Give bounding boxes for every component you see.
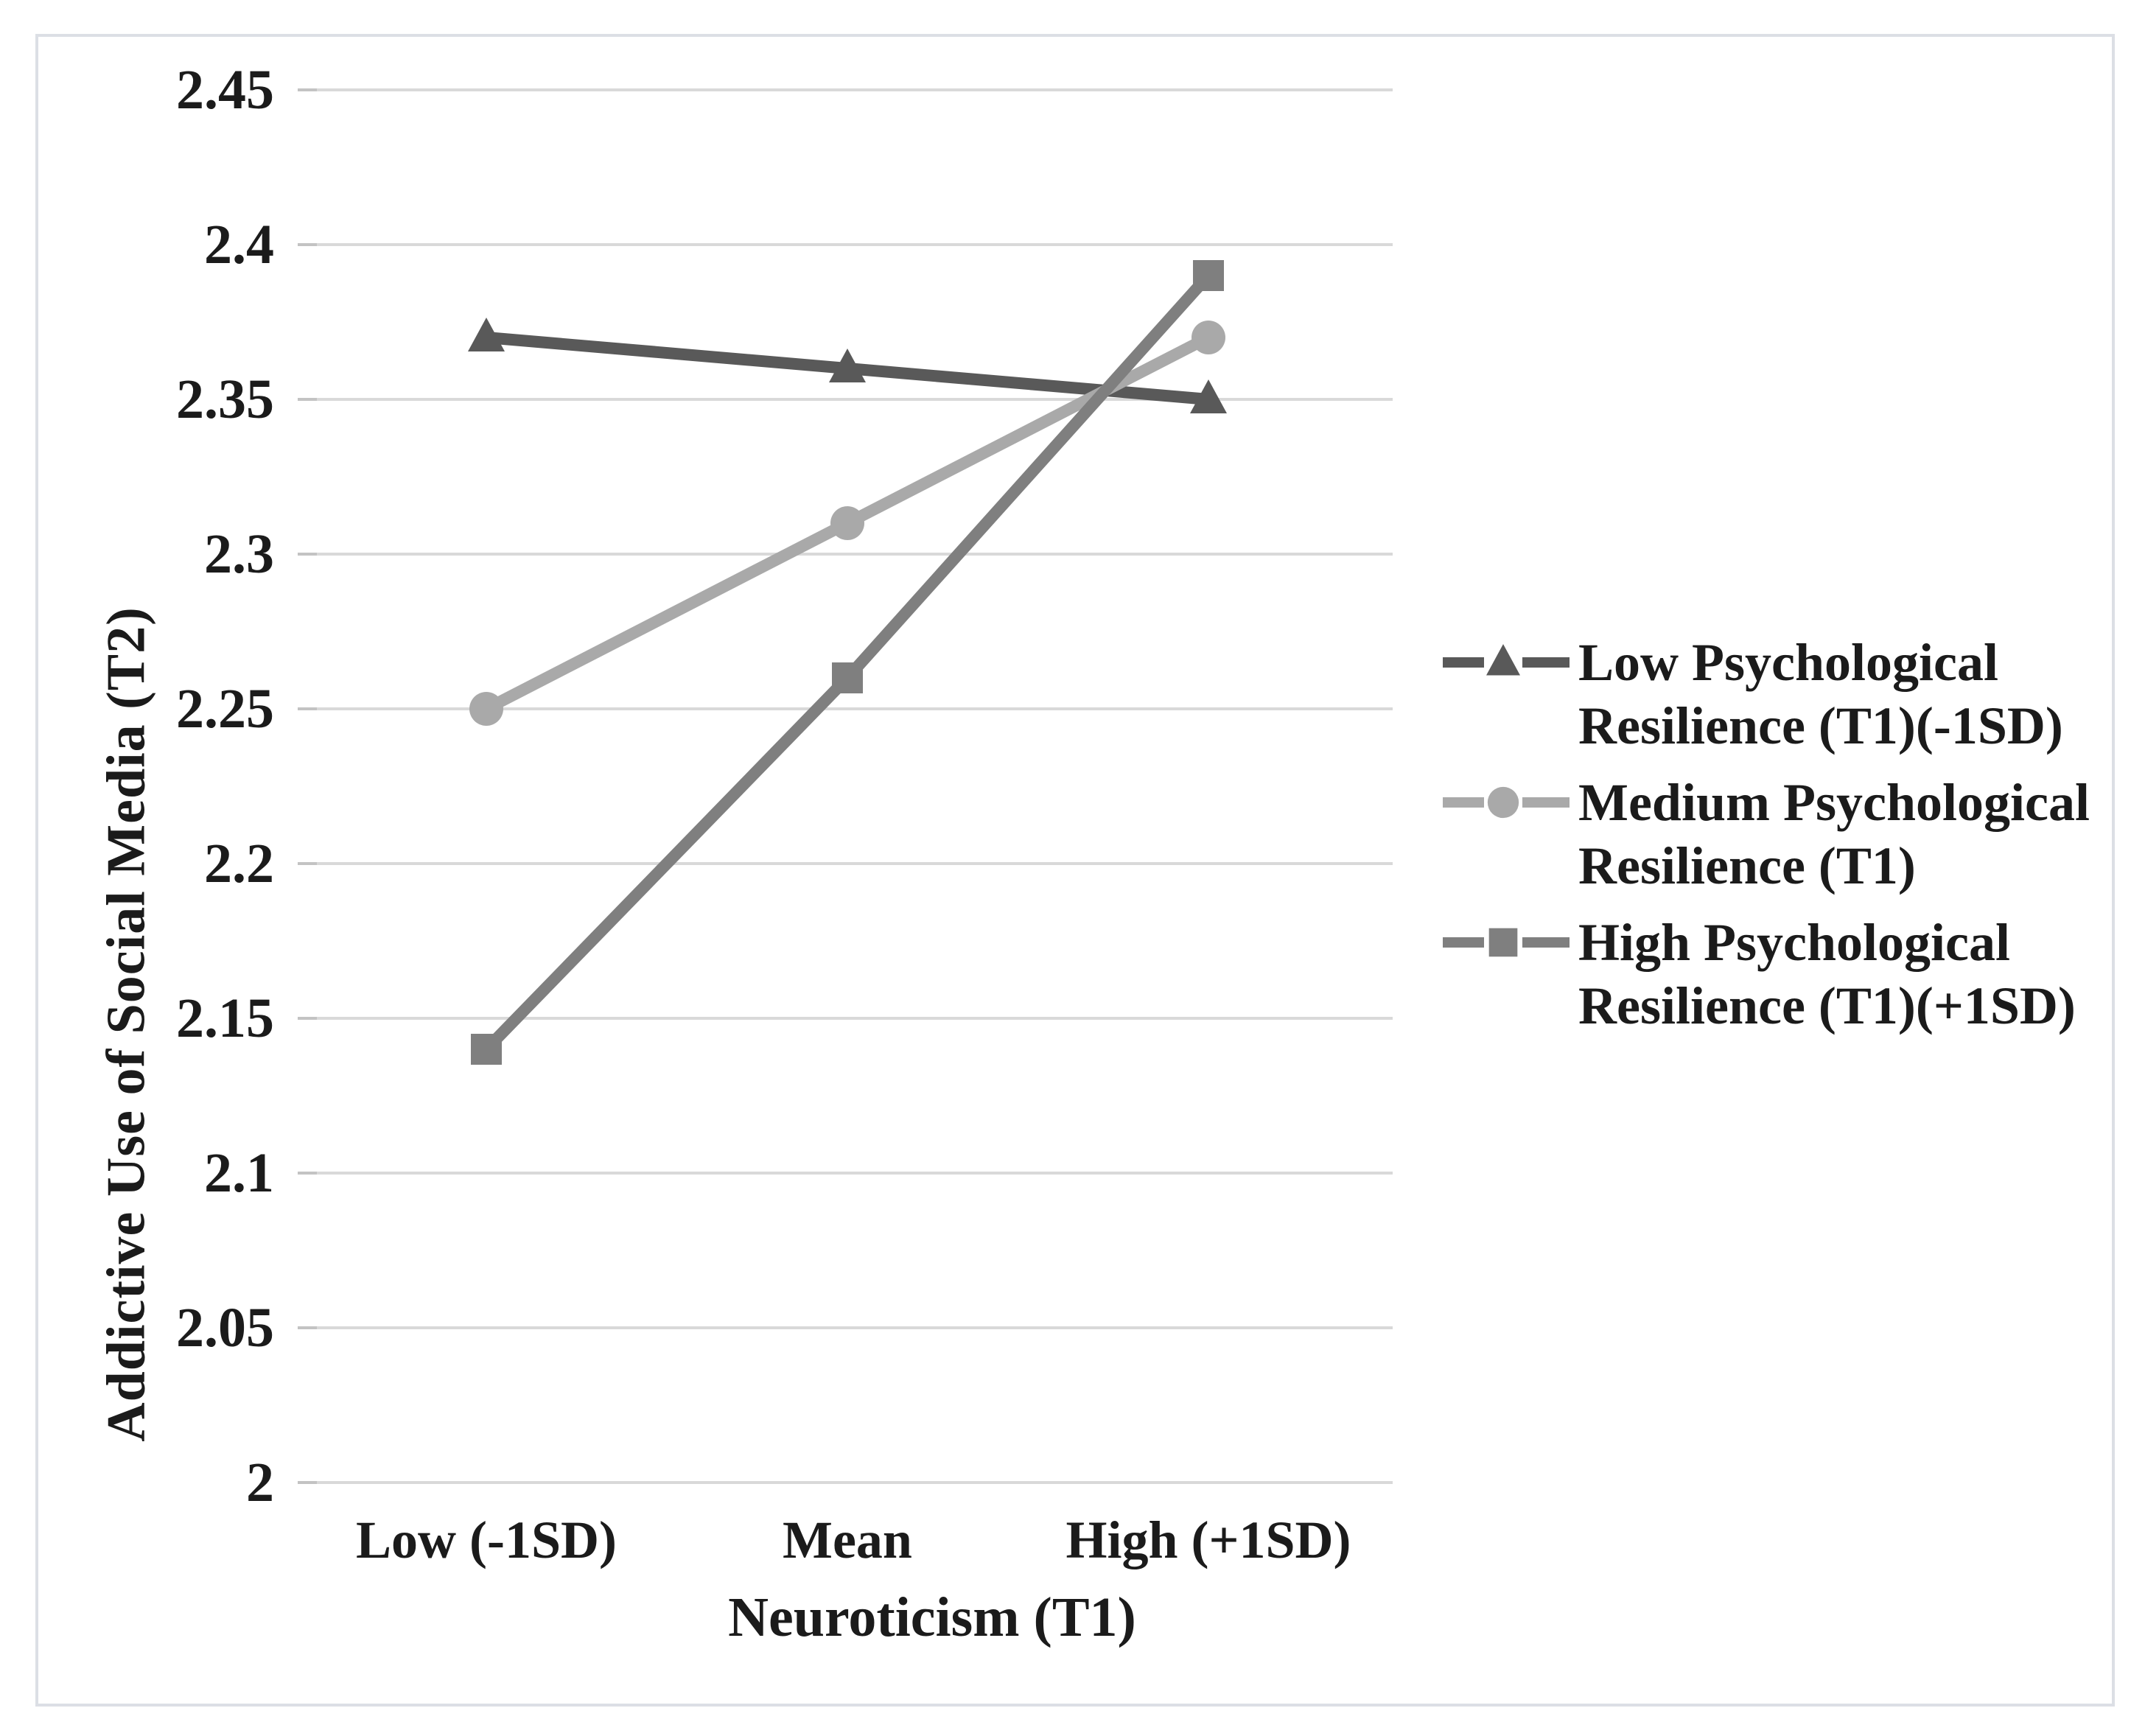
- chart-legend: Low Psychological Resilience (T1)(-1SD) Me…: [1441, 631, 2090, 1051]
- legend-label: High Psychological Resilience (T1)(+1SD): [1578, 911, 2076, 1037]
- x-category-label: Mean: [783, 1511, 912, 1569]
- circle-marker: [1192, 321, 1225, 354]
- triangle-marker: [468, 318, 505, 351]
- legend-item: High Psychological Resilience (T1)(+1SD): [1441, 911, 2090, 1037]
- square-marker: [832, 662, 863, 693]
- y-tick-label: 2.05: [176, 1297, 274, 1359]
- square-marker: [471, 1034, 502, 1065]
- y-tick-label: 2.3: [204, 523, 274, 585]
- legend-label-line: Resilience (T1)(+1SD): [1578, 976, 2076, 1035]
- legend-label-line: Medium Psychological: [1578, 773, 2090, 832]
- triangle-marker: [1486, 644, 1520, 676]
- x-category-label: High (+1SD): [1066, 1511, 1351, 1569]
- y-tick-label: 2.4: [204, 214, 274, 276]
- triangle-marker: [829, 349, 866, 382]
- y-tick-label: 2.35: [176, 368, 274, 430]
- legend-item: Low Psychological Resilience (T1)(-1SD): [1441, 631, 2090, 757]
- y-tick-label: 2: [246, 1452, 274, 1513]
- legend-item: Medium Psychological Resilience (T1): [1441, 771, 2090, 897]
- square-marker: [1488, 928, 1518, 957]
- triangle-marker: [1190, 379, 1227, 413]
- circle-marker: [830, 506, 864, 540]
- legend-label: Medium Psychological Resilience (T1): [1578, 771, 2090, 897]
- x-axis-title: Neuroticism (T1): [728, 1586, 1136, 1648]
- legend-label-line: High Psychological: [1578, 913, 2011, 972]
- legend-label: Low Psychological Resilience (T1)(-1SD): [1578, 631, 2063, 757]
- circle-marker: [469, 692, 503, 726]
- y-tick-label: 2.45: [176, 59, 274, 121]
- x-category-label: Low (-1SD): [356, 1511, 617, 1569]
- y-tick-label: 2.1: [204, 1142, 274, 1204]
- y-tick-label: 2.25: [176, 678, 274, 740]
- legend-line-sample: [1443, 786, 1570, 819]
- legend-line-sample: [1443, 644, 1570, 676]
- legend-label-line: Resilience (T1)(-1SD): [1578, 696, 2063, 755]
- y-tick-label: 2.15: [176, 987, 274, 1049]
- legend-label-line: Low Psychological: [1578, 633, 1998, 692]
- legend-line-sample: [1443, 928, 1570, 957]
- y-tick-label: 2.2: [204, 833, 274, 895]
- circle-marker: [1487, 786, 1519, 819]
- legend-label-line: Resilience (T1): [1578, 836, 1916, 895]
- square-marker: [1193, 260, 1224, 291]
